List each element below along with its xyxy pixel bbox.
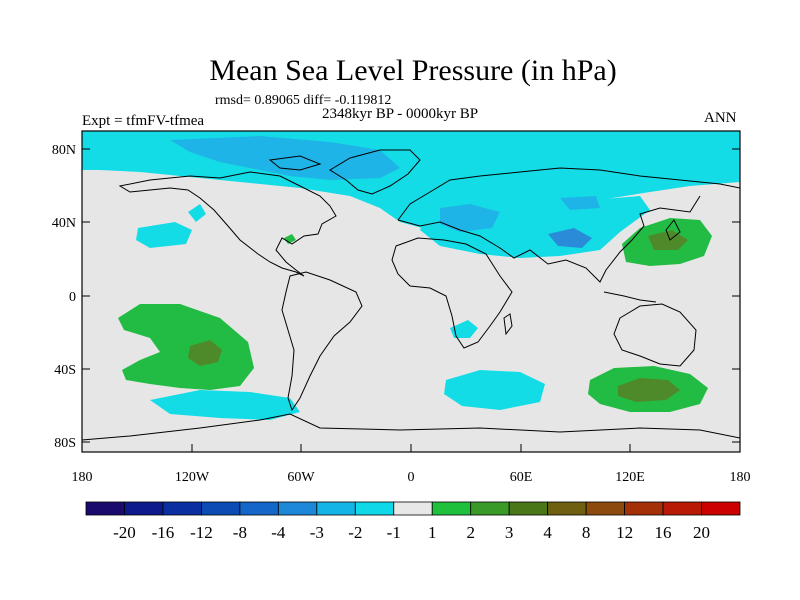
y-tick-label: 0	[69, 290, 76, 305]
map-title: Mean Sea Level Pressure (in hPa)	[209, 54, 617, 87]
x-tick-label: 120E	[615, 470, 645, 485]
colorbar-label: -12	[190, 523, 213, 542]
season-label: ANN	[704, 110, 737, 126]
colorbar-label: -1	[387, 523, 401, 542]
gulf-alaska-negative	[188, 204, 206, 222]
coastlines	[82, 149, 740, 441]
south-atlantic-negative	[150, 390, 300, 420]
colorbar-label: 12	[616, 523, 633, 542]
time-period: 2348kyr BP - 0000kyr BP	[322, 106, 479, 122]
europe-darker-negative	[440, 204, 500, 232]
y-tick-label: 80N	[52, 143, 76, 158]
colorbar-box	[85, 501, 125, 516]
colorbar-label: -20	[113, 523, 136, 542]
colorbar-box	[354, 501, 395, 516]
colorbar-box	[508, 501, 549, 516]
colorbar-label: 16	[655, 523, 672, 542]
colorbar-label: 20	[693, 523, 710, 542]
x-tick-label: 60W	[287, 470, 315, 485]
colorbar-labels: -20 -16 -12 -8 -4 -3 -2 -1 1 2 3 4 8 12 16 20	[113, 523, 710, 542]
colorbar-label: 4	[543, 523, 552, 542]
colorbar-box	[124, 501, 164, 516]
rmsd-diff-stats: rmsd= 0.89065 diff= -0.119812	[215, 93, 392, 108]
colorbar-box	[662, 501, 702, 516]
colorbar-box	[162, 501, 202, 516]
colorbar-label: 1	[428, 523, 437, 542]
south-indian-negative	[444, 370, 545, 410]
y-tick-label: 80S	[54, 436, 76, 451]
x-tick-label: 60E	[510, 470, 533, 485]
colorbar-box	[393, 501, 433, 516]
colorbar-box	[547, 501, 587, 516]
colorbar-label: -8	[233, 523, 247, 542]
colorbar-label: -4	[271, 523, 286, 542]
x-tick-label: 0	[408, 470, 415, 485]
north-pacific-negative	[136, 222, 192, 248]
colorbar-label: 2	[466, 523, 475, 542]
x-tick-label: 120W	[175, 470, 210, 485]
x-tick-label: 180	[72, 470, 93, 485]
anomaly-contours	[82, 131, 740, 441]
south-pacific-positive-core	[188, 340, 222, 366]
colorbar-box	[701, 501, 741, 516]
colorbar-label: -3	[310, 523, 324, 542]
colorbar-box	[585, 501, 625, 516]
south-africa-negative	[450, 320, 478, 338]
colorbar-label: 8	[582, 523, 591, 542]
colorbar-box	[431, 501, 472, 516]
colorbar-box	[316, 501, 356, 516]
tibet-darker-negative	[548, 228, 592, 248]
colorbar-box	[201, 501, 241, 516]
south-australia-positive-core	[618, 378, 680, 402]
colorbar-box	[277, 501, 318, 516]
south-pacific-positive	[118, 304, 254, 390]
colorbar	[85, 501, 741, 516]
axis-ticks	[81, 148, 741, 452]
colorbar-label: -2	[348, 523, 362, 542]
colorbar-box	[470, 501, 510, 516]
y-tick-label: 40S	[54, 363, 76, 378]
nw-pacific-positive-core	[648, 230, 688, 250]
colorbar-box	[624, 501, 664, 516]
colorbar-label: -16	[152, 523, 175, 542]
y-tick-label: 40N	[52, 216, 76, 231]
x-tick-label: 180	[730, 470, 751, 485]
experiment-label: Expt = tfmFV-tfmea	[82, 113, 205, 129]
siberia-darker-negative	[560, 196, 600, 210]
colorbar-box	[239, 501, 279, 516]
colorbar-label: 3	[505, 523, 514, 542]
